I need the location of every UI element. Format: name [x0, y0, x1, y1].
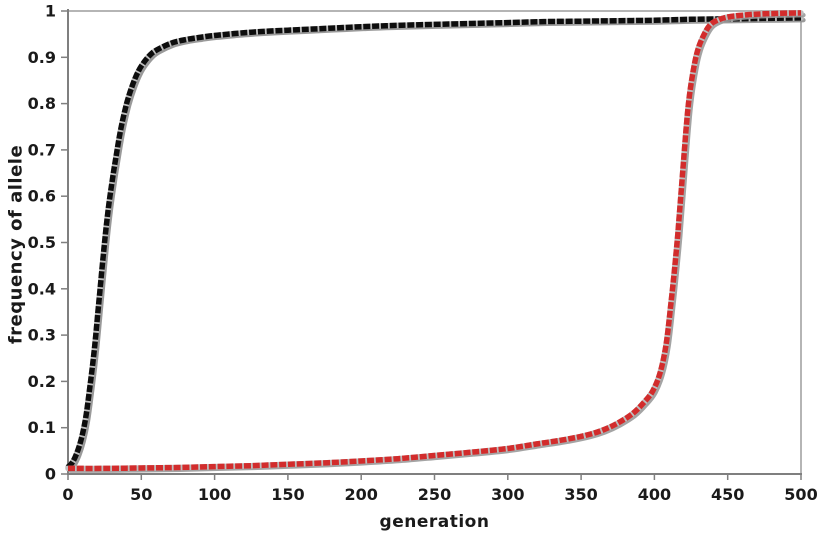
y-tick-label: 0.7: [28, 140, 56, 159]
x-tick-label: 450: [711, 485, 744, 504]
y-tick-label: 0: [45, 465, 56, 484]
x-tick-label: 50: [130, 485, 152, 504]
y-tick-label: 0.8: [28, 94, 56, 113]
x-tick-label: 100: [198, 485, 231, 504]
x-tick-label: 300: [491, 485, 524, 504]
x-axis-title: generation: [379, 512, 490, 532]
x-tick-label: 500: [784, 485, 817, 504]
y-tick-label: 0.6: [28, 187, 56, 206]
y-axis-title: frequency of allele: [5, 144, 27, 345]
late-sweep-red-curve-marker-edges: [65, 10, 804, 472]
x-tick-label: 400: [638, 485, 671, 504]
y-tick-label: 0.1: [28, 418, 56, 437]
late-sweep-red-curve: [67, 10, 802, 472]
x-tick-label: 250: [418, 485, 451, 504]
x-tick-label: 350: [564, 485, 597, 504]
y-tick-label: 0.3: [28, 326, 56, 345]
early-sweep-black-curve: [65, 15, 802, 470]
y-tick-label: 0.5: [28, 233, 56, 252]
x-tick-label: 150: [271, 485, 304, 504]
y-tick-label: 0.4: [28, 279, 56, 298]
y-tick-label: 0.2: [28, 372, 56, 391]
x-tick-label: 0: [62, 485, 73, 504]
y-tick-label: 1: [45, 2, 56, 21]
x-tick-label: 200: [344, 485, 377, 504]
y-tick-label: 0.9: [28, 48, 56, 67]
